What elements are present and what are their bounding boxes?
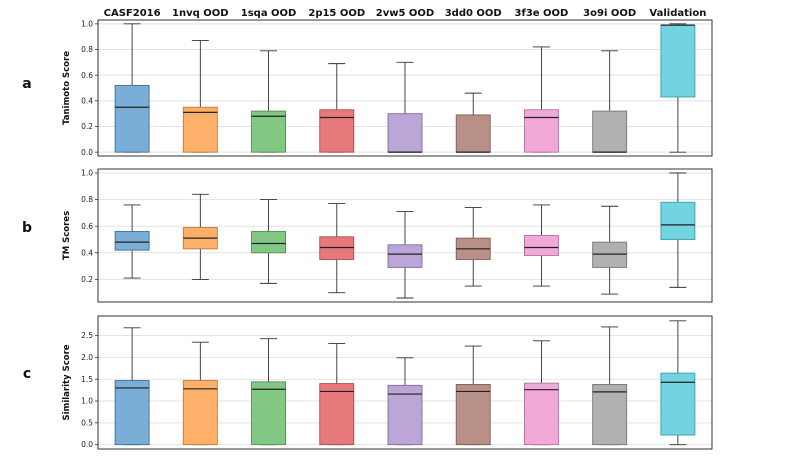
y-tick-label: 0.0 bbox=[81, 148, 93, 157]
box-iqr bbox=[387, 113, 423, 153]
box-iqr bbox=[319, 236, 355, 260]
box-a-2 bbox=[251, 50, 287, 153]
panel-b: 0.2 0.4 0.6 0.8 1.0 TM Scores b bbox=[22, 168, 713, 303]
box-iqr bbox=[319, 109, 355, 153]
box-a-4 bbox=[387, 61, 423, 153]
y-axis-label: Similarity Score bbox=[62, 344, 72, 420]
y-axis-label: Tanimoto Score bbox=[62, 51, 72, 125]
box-iqr bbox=[182, 380, 218, 446]
box-b-5 bbox=[455, 207, 491, 287]
box-b-1 bbox=[182, 193, 218, 280]
box-iqr bbox=[523, 382, 559, 446]
y-tick-label: 0.4 bbox=[81, 248, 93, 257]
box-a-5 bbox=[455, 92, 491, 153]
category-label: 3f3e OOD bbox=[515, 8, 569, 19]
category-label: 3o9i OOD bbox=[583, 8, 636, 19]
y-tick-label: 0.2 bbox=[81, 275, 93, 284]
box-iqr bbox=[114, 231, 150, 251]
box-iqr bbox=[660, 201, 696, 240]
y-tick-label: 0.6 bbox=[81, 71, 93, 80]
box-b-8 bbox=[660, 172, 696, 288]
y-tick-label: 1.0 bbox=[81, 169, 93, 178]
box-b-2 bbox=[251, 199, 287, 284]
box-a-0 bbox=[114, 23, 150, 153]
category-label: 1sqa OOD bbox=[241, 8, 297, 19]
y-tick-label: 2.5 bbox=[81, 331, 93, 340]
plot-frame bbox=[97, 19, 713, 157]
box-iqr bbox=[660, 372, 696, 436]
box-c-4 bbox=[387, 357, 423, 446]
box-iqr bbox=[592, 384, 628, 446]
panel-letter: a bbox=[22, 76, 31, 92]
box-iqr bbox=[592, 241, 628, 268]
category-label: 1nvq OOD bbox=[172, 8, 229, 19]
y-tick-label: 0.0 bbox=[81, 440, 93, 449]
category-label: 3dd0 OOD bbox=[445, 8, 502, 19]
box-iqr bbox=[387, 244, 423, 268]
category-label: 2vw5 OOD bbox=[376, 8, 434, 19]
y-tick-label: 1.0 bbox=[81, 19, 93, 28]
category-label: 2p15 OOD bbox=[308, 8, 365, 19]
box-a-6 bbox=[523, 46, 559, 153]
plot-frame bbox=[97, 315, 713, 450]
box-a-3 bbox=[319, 63, 355, 153]
box-c-5 bbox=[455, 345, 491, 446]
plot-frame bbox=[97, 168, 713, 303]
panel-a: 0.0 0.2 0.4 0.6 0.8 1.0 Tanimoto Score a bbox=[22, 19, 713, 157]
y-tick-label: 0.8 bbox=[81, 45, 93, 54]
y-tick-label: 2.0 bbox=[81, 353, 93, 362]
box-iqr bbox=[387, 384, 423, 446]
box-c-1 bbox=[182, 341, 218, 446]
y-tick-label: 0.6 bbox=[81, 222, 93, 231]
box-iqr bbox=[523, 109, 559, 153]
box-b-7 bbox=[592, 205, 628, 295]
y-tick-label: 1.5 bbox=[81, 375, 93, 384]
box-a-1 bbox=[182, 40, 218, 153]
box-c-6 bbox=[523, 340, 559, 446]
box-iqr bbox=[114, 84, 150, 153]
box-b-6 bbox=[523, 204, 559, 287]
box-iqr bbox=[251, 110, 287, 153]
y-tick-label: 0.2 bbox=[81, 122, 93, 131]
box-a-8 bbox=[660, 23, 696, 153]
box-b-0 bbox=[114, 204, 150, 279]
y-tick-label: 0.5 bbox=[81, 418, 93, 427]
box-c-0 bbox=[114, 327, 150, 446]
y-axis-label: TM Scores bbox=[62, 211, 72, 260]
box-iqr bbox=[592, 110, 628, 153]
y-tick-label: 0.4 bbox=[81, 96, 93, 105]
box-b-4 bbox=[387, 211, 423, 299]
panel-letter: c bbox=[23, 366, 31, 382]
box-iqr bbox=[182, 106, 218, 153]
panel-letter: b bbox=[22, 220, 32, 236]
box-iqr bbox=[455, 384, 491, 446]
panel-c: 0.0 0.5 1.0 1.5 2.0 2.5 Similarity Score c bbox=[23, 315, 713, 450]
category-labels: CASF2016 1nvq OOD 1sqa OOD 2p15 OOD 2vw5 OOD… bbox=[104, 8, 707, 19]
box-b-3 bbox=[319, 203, 355, 294]
box-iqr bbox=[114, 380, 150, 446]
category-label: Validation bbox=[649, 8, 706, 19]
box-iqr bbox=[523, 235, 559, 256]
category-label: CASF2016 bbox=[104, 8, 161, 19]
box-iqr bbox=[319, 383, 355, 446]
box-c-3 bbox=[319, 343, 355, 446]
box-iqr bbox=[251, 381, 287, 446]
box-c-7 bbox=[592, 326, 628, 446]
y-tick-label: 1.0 bbox=[81, 397, 93, 406]
y-tick-label: 0.8 bbox=[81, 195, 93, 204]
box-iqr bbox=[251, 231, 287, 254]
box-iqr bbox=[660, 24, 696, 98]
box-a-7 bbox=[592, 50, 628, 153]
box-c-2 bbox=[251, 338, 287, 446]
box-iqr bbox=[455, 114, 491, 153]
box-c-8 bbox=[660, 320, 696, 446]
